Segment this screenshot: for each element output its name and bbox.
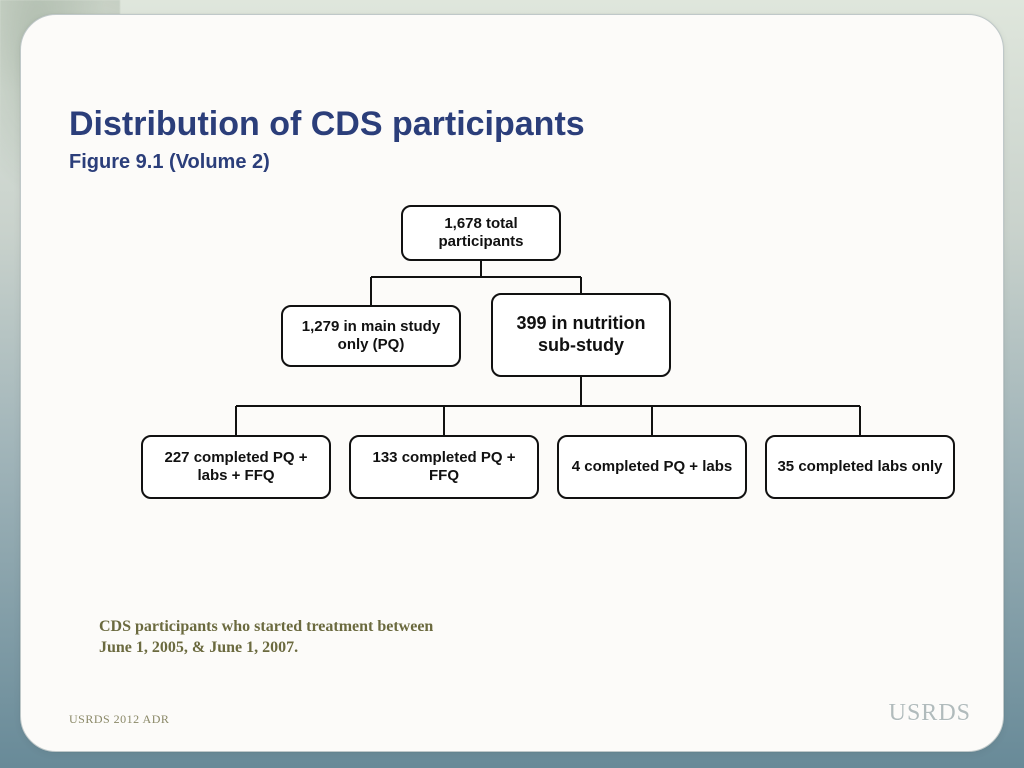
flowchart-node-main: 1,279 in main study only (PQ) [281, 305, 461, 367]
flowchart-node-c1: 227 completed PQ + labs + FFQ [141, 435, 331, 499]
flowchart-node-label: 1,678 total participants [413, 215, 549, 251]
flowchart-node-c2: 133 completed PQ + FFQ [349, 435, 539, 499]
flowchart-node-label: 133 completed PQ + FFQ [361, 449, 527, 485]
brand-watermark: USRDS [889, 700, 971, 727]
footer-label: USRDS 2012 ADR [69, 712, 169, 727]
slide-subtitle: Figure 9.1 (Volume 2) [69, 151, 270, 174]
flowchart-node-c3: 4 completed PQ + labs [557, 435, 747, 499]
flowchart-node-root: 1,678 total participants [401, 205, 561, 261]
flowchart-diagram: 1,678 total participants 1,279 in main st… [141, 205, 943, 545]
flowchart-node-label: 227 completed PQ + labs + FFQ [153, 449, 319, 485]
flowchart-node-c4: 35 completed labs only [765, 435, 955, 499]
slide-caption: CDS participants who started treatment b… [99, 616, 459, 659]
flowchart-node-label: 1,279 in main study only (PQ) [293, 318, 449, 354]
flowchart-node-label: 4 completed PQ + labs [569, 458, 735, 476]
flowchart-node-label: 35 completed labs only [777, 458, 943, 476]
slide-title: Distribution of CDS participants [69, 105, 585, 144]
slide-panel: Distribution of CDS participants Figure … [20, 14, 1004, 752]
flowchart-node-nutr: 399 in nutrition sub-study [491, 293, 671, 377]
flowchart-node-label: 399 in nutrition sub-study [503, 313, 659, 356]
